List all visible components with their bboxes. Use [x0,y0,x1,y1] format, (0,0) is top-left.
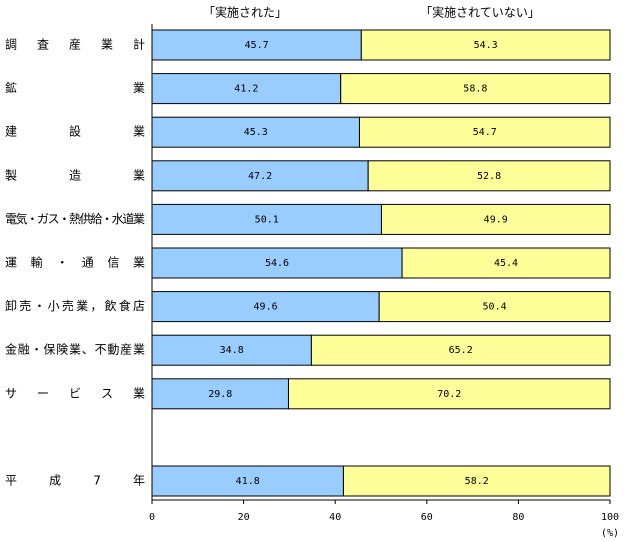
category-label: 卸売・小売業，飲食店 [5,298,145,313]
category-label: 平成7年 [5,474,145,488]
bar-segment [151,465,344,497]
data-label: 50.1 [255,214,279,225]
data-label: 54.7 [473,127,497,138]
data-label: 41.8 [236,476,260,487]
data-label: 47.2 [248,171,272,182]
data-label: 70.2 [437,389,461,400]
data-label: 45.4 [494,258,518,269]
legend-label: 「実施されていない」 [420,5,540,20]
bar-segment [401,247,611,279]
x-tick-label: 80 [512,512,524,523]
x-tick-label: 100 [601,512,619,523]
category-label: 建設業 [5,124,145,139]
category-label: 金融・保険業、不動産業 [5,342,145,357]
category-label: 鉱業 [5,80,145,95]
bar-segment [340,73,611,105]
data-label: 50.4 [483,302,507,313]
category-label: 運輸・通信業 [5,255,145,270]
data-label: 52.8 [477,171,501,182]
bar-segment [378,291,611,323]
bar-segment [358,116,611,148]
data-label: 54.6 [265,258,289,269]
x-tick-label: 20 [238,512,250,523]
category-label: 製造業 [5,168,145,182]
bar-segment [151,291,380,323]
x-tick-label: 0 [149,512,155,523]
data-label: 34.8 [220,345,244,356]
x-tick-label: 60 [421,512,433,523]
bar-segment [342,465,611,497]
category-label: サービス業 [5,386,145,400]
bar-segment [151,29,362,61]
bar-segment [360,29,611,61]
bar-segment [151,334,312,366]
bar-segment [287,378,611,410]
data-label: 49.9 [484,214,508,225]
data-label: 58.8 [463,84,487,95]
bar-segment [367,160,611,192]
category-label: 調査産業計 [5,37,145,52]
data-label: 41.2 [234,84,258,95]
x-tick-label: 40 [329,512,341,523]
legend-label: 「実施された」 [203,5,287,20]
bar-segment [151,378,289,410]
data-label: 49.6 [254,302,278,313]
data-label: 54.3 [474,40,498,51]
bar-segment [380,203,611,235]
category-label: 電気・ガス・熱供給・水道業 [5,211,145,226]
bar-segment [151,203,382,235]
data-label: 58.2 [465,476,489,487]
bar-segment [151,247,403,279]
data-label: 29.8 [208,389,232,400]
bar-segment [151,160,369,192]
bar-segment [310,334,611,366]
x-axis-label: (%) [601,528,619,539]
data-label: 65.2 [449,345,473,356]
data-label: 45.3 [244,127,268,138]
data-label: 45.7 [245,40,269,51]
